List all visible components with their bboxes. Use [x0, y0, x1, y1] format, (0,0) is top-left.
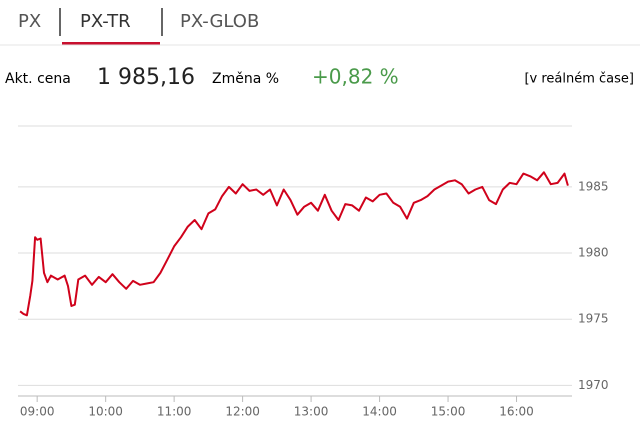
tab-underline [62, 42, 160, 45]
tab[interactable]: PX [18, 11, 41, 32]
price-line [19, 171, 569, 317]
x-tick-label: 11:00 [157, 405, 192, 419]
change-label: Změna % [212, 71, 279, 87]
price: 1 985,16 [97, 65, 195, 90]
x-tick-label: 09:00 [20, 405, 55, 419]
change: +0,82 % [312, 65, 399, 89]
price-label: Akt. cena [5, 71, 71, 87]
y-tick-label: 1980 [578, 246, 609, 260]
tab[interactable]: PX-GLOB [180, 11, 259, 32]
tab-active[interactable]: PX-TR [80, 11, 131, 32]
realtime-note: [v reálném čase] [524, 72, 634, 87]
y-tick-label: 1970 [578, 378, 609, 392]
y-tick-label: 1975 [578, 312, 609, 326]
x-tick-label: 16:00 [499, 405, 534, 419]
x-tick-label: 15:00 [431, 405, 466, 419]
x-tick-label: 14:00 [362, 405, 397, 419]
x-tick-label: 12:00 [225, 405, 260, 419]
x-tick-label: 10:00 [88, 405, 123, 419]
y-tick-label: 1985 [578, 179, 609, 193]
x-tick-label: 13:00 [294, 405, 329, 419]
